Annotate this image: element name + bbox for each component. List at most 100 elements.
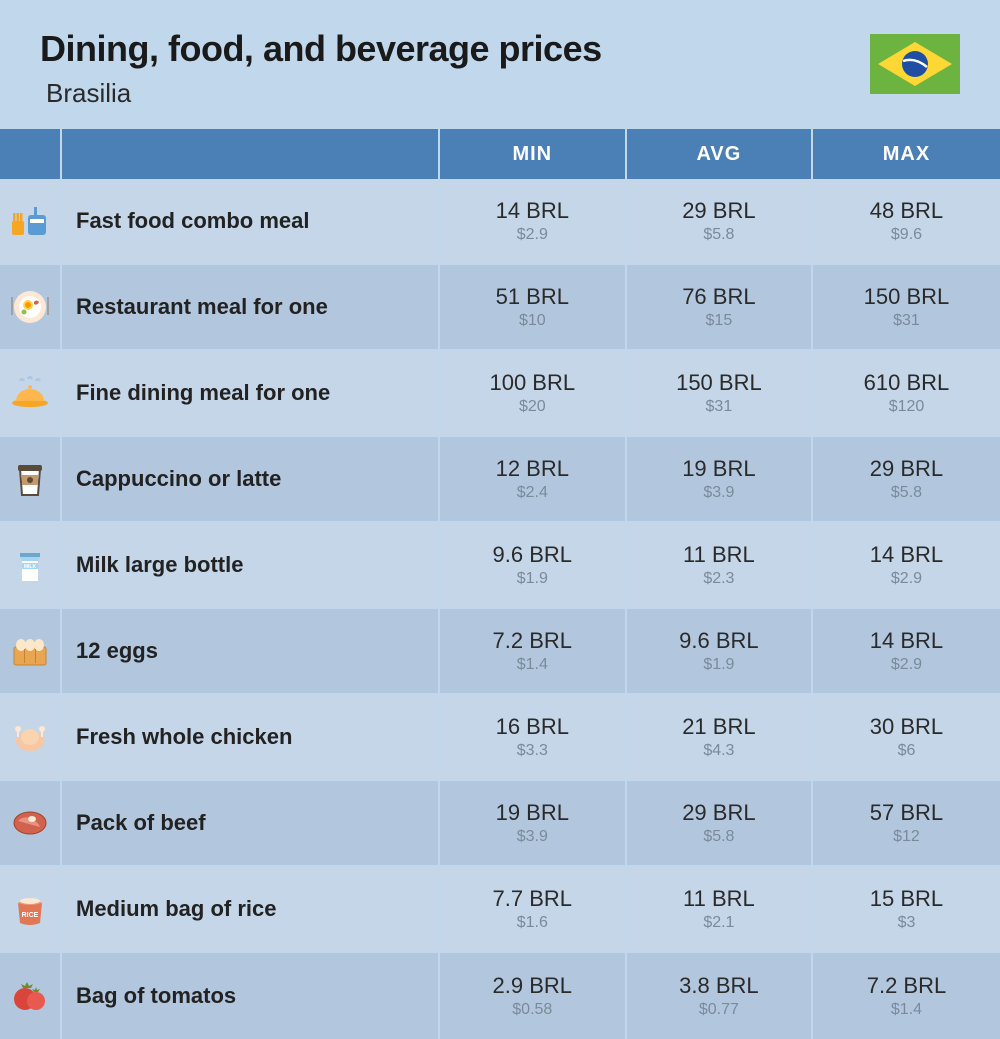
price-table: MIN AVG MAX Fast food combo meal14 BRL$2… [0,129,1000,1039]
page-subtitle: Brasilia [46,78,602,109]
restaurant-icon [0,265,62,349]
min-cell: 100 BRL $20 [440,351,627,435]
max-cell: 610 BRL $120 [813,351,1000,435]
min-usd: $3.3 [517,742,548,760]
avg-brl: 76 BRL [682,284,755,310]
min-usd: $1.6 [517,914,548,932]
avg-brl: 29 BRL [682,198,755,224]
max-brl: 150 BRL [864,284,950,310]
min-usd: $20 [519,398,546,416]
brazil-flag-icon [870,34,960,94]
min-cell: 7.2 BRL$1.4 [440,609,627,693]
table-body: Fast food combo meal 14 BRL $2.9 29 BRL $5.8… [0,179,1000,1039]
min-usd: $2.4 [517,484,548,502]
max-cell: 7.2 BRL $1.4 [813,953,1000,1039]
max-usd: $31 [893,312,920,330]
max-brl: 29 BRL [870,456,943,482]
page-title: Dining, food, and beverage prices [40,28,602,70]
max-usd: $2.9 [891,656,922,674]
max-usd: $5.8 [891,484,922,502]
min-cell: 2.9 BRL $0.58 [440,953,627,1039]
fast-food-icon [0,179,62,263]
svg-text:MILK: MILK [24,564,37,570]
min-brl: 16 BRL [496,714,569,740]
table-row: 12 eggs7.2 BRL$1.49.6 BRL$1.914 BRL$2.9 [0,609,1000,695]
table-row: RICEMedium bag of rice7.7 BRL$1.611 BRL$… [0,867,1000,953]
min-usd: $1.9 [517,570,548,588]
avg-usd: $15 [706,312,733,330]
min-brl: 51 BRL [496,284,569,310]
min-brl: 2.9 BRL [493,973,573,999]
avg-brl: 9.6 BRL [679,628,759,654]
min-brl: 12 BRL [496,456,569,482]
avg-usd: $2.1 [703,914,734,932]
max-brl: 14 BRL [870,542,943,568]
header-text: Dining, food, and beverage prices Brasil… [40,28,602,109]
item-label: Restaurant meal for one [62,265,440,349]
item-label: Fine dining meal for one [62,351,440,435]
min-usd: $2.9 [517,226,548,244]
item-label: Milk large bottle [62,523,440,607]
min-brl: 9.6 BRL [493,542,573,568]
avg-cell: 76 BRL $15 [627,265,814,349]
table-row: Restaurant meal for one 51 BRL $10 76 BRL $1… [0,265,1000,351]
avg-cell: 11 BRL$2.1 [627,867,814,951]
min-cell: 9.6 BRL $1.9 [440,523,627,607]
avg-cell: 21 BRL$4.3 [627,695,814,779]
max-cell: 57 BRL$12 [813,781,1000,865]
item-label: Pack of beef [62,781,440,865]
avg-brl: 3.8 BRL [679,973,759,999]
max-brl: 610 BRL [864,370,950,396]
avg-cell: 150 BRL$31 [627,351,814,435]
avg-usd: $5.8 [703,226,734,244]
table-row: MILK Milk large bottle 9.6 BRL $1.9 11 BRL$2… [0,523,1000,609]
avg-cell: 9.6 BRL$1.9 [627,609,814,693]
eggs-icon [0,609,62,693]
item-label: Fast food combo meal [62,179,440,263]
avg-usd: $5.8 [703,828,734,846]
min-cell: 7.7 BRL$1.6 [440,867,627,951]
max-usd: $120 [889,398,925,416]
avg-cell: 11 BRL$2.3 [627,523,814,607]
th-max: MAX [813,129,1000,179]
chicken-icon [0,695,62,779]
min-cell: 12 BRL $2.4 [440,437,627,521]
max-brl: 14 BRL [870,628,943,654]
min-brl: 100 BRL [489,370,575,396]
price-table-container: Dining, food, and beverage prices Brasil… [0,0,1000,1039]
avg-usd: $4.3 [703,742,734,760]
min-cell: 14 BRL$2.9 [440,179,627,263]
min-usd: $0.58 [512,1001,552,1019]
svg-text:RICE: RICE [22,912,39,919]
max-cell: 14 BRL $2.9 [813,609,1000,693]
max-cell: 29 BRL $5.8 [813,437,1000,521]
avg-cell: 29 BRL$5.8 [627,781,814,865]
max-brl: 7.2 BRL [867,973,947,999]
max-usd: $6 [898,742,916,760]
max-cell: 150 BRL $31 [813,265,1000,349]
table-row: Bag of tomatos2.9 BRL$0.583.8 BRL$0.777.… [0,953,1000,1039]
avg-usd: $31 [706,398,733,416]
item-label: Fresh whole chicken [62,695,440,779]
table-row: Fresh whole chicken16 BRL$3.321 BRL$4.33… [0,695,1000,781]
table-row: Pack of beef19 BRL$3.929 BRL$5.857 BRL$1… [0,781,1000,867]
table-row: Fast food combo meal14 BRL$2.9 29 BRL $5.8… [0,179,1000,265]
max-brl: 15 BRL [870,886,943,912]
min-brl: 19 BRL [496,800,569,826]
min-usd: $10 [519,312,546,330]
item-label: Bag of tomatos [62,953,440,1039]
max-brl: 48 BRL [870,198,943,224]
max-usd: $1.4 [891,1001,922,1019]
max-cell: 48 BRL$9.6 [813,179,1000,263]
th-label [62,129,440,179]
fine-dining-icon [0,351,62,435]
max-usd: $12 [893,828,920,846]
item-label: Cappuccino or latte [62,437,440,521]
avg-cell: 29 BRL $5.8 [627,179,814,263]
min-cell: 19 BRL$3.9 [440,781,627,865]
th-icon [0,129,62,179]
table-row: Fine dining meal for one 100 BRL $20 150 BR… [0,351,1000,437]
th-min: MIN [440,129,627,179]
min-brl: 7.2 BRL [493,628,573,654]
avg-brl: 19 BRL [682,456,755,482]
